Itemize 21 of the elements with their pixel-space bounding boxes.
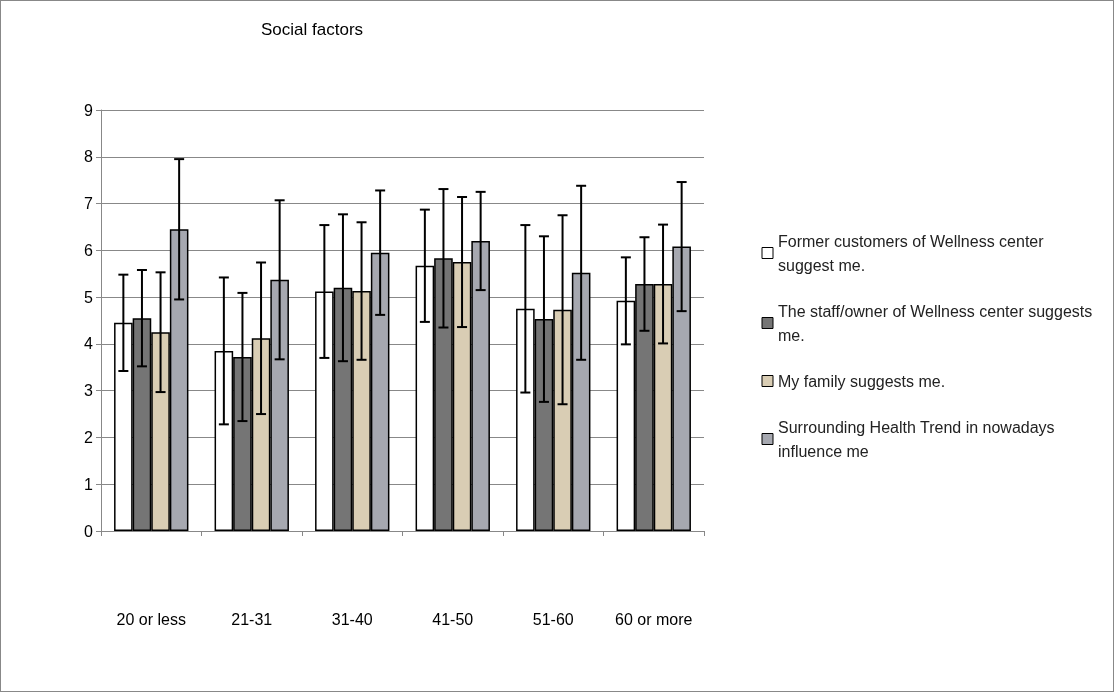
x-tick-label: 31-40 <box>331 610 373 628</box>
legend-label: Former customers of Wellness center suggest me. <box>778 232 1049 274</box>
y-tick-label: 7 <box>84 195 94 213</box>
y-tick-label: 3 <box>84 382 94 400</box>
y-tick-label: 5 <box>84 288 94 306</box>
y-tick-label: 0 <box>84 522 94 540</box>
legend-label: The staff/owner of Wellness center suggests me. <box>778 302 1097 344</box>
legend-label: My family suggests me. <box>778 372 946 390</box>
legend-label: Surrounding Health Trend in nowadays influence me <box>778 418 1060 460</box>
x-tick-label: 41-50 <box>432 610 474 628</box>
x-tick-label: 51-60 <box>532 610 574 628</box>
chart-title: Social factors <box>261 20 364 39</box>
y-tick-label: 9 <box>84 101 94 119</box>
y-tick-label: 2 <box>84 428 94 446</box>
y-tick-label: 4 <box>84 335 94 353</box>
x-tick-label: 20 or less <box>116 610 186 628</box>
y-tick-label: 6 <box>84 241 94 259</box>
y-tick-label: 8 <box>84 148 94 166</box>
x-tick-label: 60 or more <box>615 610 693 628</box>
x-tick-label: 21-31 <box>231 610 273 628</box>
y-tick-label: 1 <box>84 475 94 493</box>
